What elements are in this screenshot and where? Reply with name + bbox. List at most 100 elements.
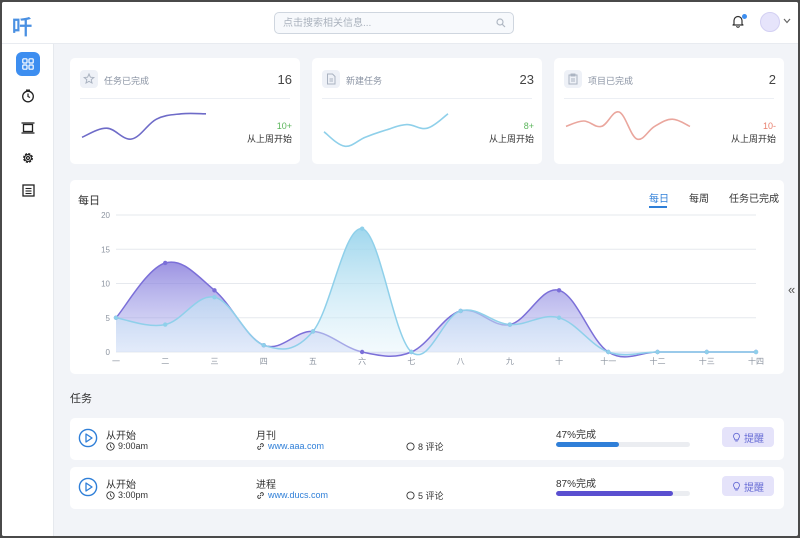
task-time: 9:00am xyxy=(106,441,148,451)
stat-value: 2 xyxy=(768,72,776,87)
data-point[interactable] xyxy=(606,349,611,355)
remind-button[interactable]: 提醒 xyxy=(722,476,774,496)
data-point[interactable] xyxy=(113,315,119,320)
clock-icon xyxy=(106,441,115,451)
task-comments[interactable]: 5 评论 xyxy=(406,489,444,502)
chart-title: 每日 xyxy=(78,195,100,207)
sidebar-item-projects[interactable] xyxy=(16,116,40,140)
data-point[interactable] xyxy=(556,288,562,293)
sidebar-item-reports[interactable] xyxy=(16,178,40,202)
lightbulb-icon xyxy=(733,432,740,442)
sparkline-chart xyxy=(323,113,449,148)
sidebar-item-dashboard[interactable] xyxy=(16,52,40,76)
sparkline-chart xyxy=(81,112,207,140)
x-tick-label: 六 xyxy=(358,356,366,366)
stat-label: 项目已完成 xyxy=(588,76,634,86)
remind-button[interactable]: 提醒 xyxy=(722,427,774,447)
series-area xyxy=(116,228,756,355)
task-time: 3:00pm xyxy=(106,490,148,500)
task-link[interactable]: www.aaa.com xyxy=(256,441,324,451)
stat-label: 任务已完成 xyxy=(104,76,150,86)
divider xyxy=(80,98,290,99)
data-point[interactable] xyxy=(359,226,365,231)
tab-completed[interactable]: 任务已完成 xyxy=(729,194,779,205)
data-point[interactable] xyxy=(359,349,365,355)
progress-label: 87%完成 xyxy=(556,479,597,490)
stat-value: 23 xyxy=(519,72,534,87)
x-tick-label: 十一 xyxy=(600,356,616,366)
data-point[interactable] xyxy=(163,322,168,327)
clock-icon xyxy=(22,89,34,103)
daily-chart-card: 每日 每日 每周 任务已完成 0 5 10 15 20 一 二 三 四 五 六 七 八 九 十 十一 十二 十三 十… xyxy=(70,180,784,374)
stat-delta: 10+ xyxy=(276,121,292,131)
tasks-section-title: 任务 xyxy=(70,393,92,405)
grid-icon xyxy=(22,58,34,70)
x-tick-label: 七 xyxy=(407,357,415,366)
data-point[interactable] xyxy=(310,329,316,334)
link-icon xyxy=(257,491,264,499)
lightbulb-icon xyxy=(733,481,740,491)
x-tick-label: 十四 xyxy=(748,356,764,366)
clipboard-icon xyxy=(568,73,578,85)
search-box[interactable] xyxy=(274,12,514,34)
play-icon[interactable] xyxy=(78,477,98,497)
collapse-panel-button[interactable]: « xyxy=(788,282,796,297)
tab-weekly[interactable]: 每周 xyxy=(689,194,709,205)
search-icon[interactable] xyxy=(496,18,506,28)
y-tick-label: 0 xyxy=(106,348,111,357)
star-icon xyxy=(83,73,95,85)
daily-area-chart: 0 5 10 15 20 一 二 三 四 五 六 七 八 九 十 十一 十二 十三 十四 xyxy=(101,211,764,366)
task-link-text[interactable]: www.ducs.com xyxy=(268,490,329,500)
clock-icon xyxy=(106,490,115,500)
y-tick-label: 10 xyxy=(101,280,110,289)
progress-fill xyxy=(556,442,619,447)
tab-daily[interactable]: 每日 xyxy=(649,194,669,205)
stat-icon-box xyxy=(80,70,98,88)
data-point[interactable] xyxy=(704,349,709,355)
chevron-down-icon[interactable] xyxy=(783,18,791,24)
avatar[interactable] xyxy=(760,12,780,32)
stat-card: 新建任务 23 8+ 从上周开始 xyxy=(312,58,542,164)
data-point[interactable] xyxy=(458,308,463,314)
y-tick-label: 5 xyxy=(106,314,111,323)
sparkline-chart xyxy=(565,111,691,141)
divider xyxy=(564,98,774,99)
app-logo[interactable]: 吀 xyxy=(12,15,32,39)
data-point[interactable] xyxy=(655,349,660,355)
task-link[interactable]: www.ducs.com xyxy=(256,490,328,500)
remind-button-label: 提醒 xyxy=(744,433,764,445)
progress-track xyxy=(556,442,690,447)
x-tick-label: 四 xyxy=(260,357,268,366)
task-link-text[interactable]: www.aaa.com xyxy=(268,441,325,451)
x-tick-label: 一 xyxy=(112,357,120,366)
x-tick-label: 五 xyxy=(309,357,317,366)
active-tab-indicator xyxy=(649,206,667,208)
notification-dot xyxy=(742,14,747,19)
data-point[interactable] xyxy=(556,315,562,320)
task-comments-text: 5 评论 xyxy=(418,491,444,501)
gear-icon xyxy=(23,153,33,163)
stat-since: 从上周开始 xyxy=(730,134,776,144)
stat-icon-box xyxy=(322,70,340,88)
comment-icon xyxy=(406,491,415,500)
task-comments-text: 8 评论 xyxy=(418,442,444,452)
data-point[interactable] xyxy=(163,260,168,266)
sparkline xyxy=(81,112,207,140)
data-point[interactable] xyxy=(212,288,217,293)
sidebar-item-settings[interactable] xyxy=(16,146,40,170)
progress-track xyxy=(556,491,690,496)
data-point[interactable] xyxy=(212,295,217,300)
play-icon[interactable] xyxy=(78,428,98,448)
divider xyxy=(322,98,532,99)
data-point[interactable] xyxy=(261,342,266,348)
sidebar-item-tasks[interactable] xyxy=(16,84,40,108)
bell-icon[interactable] xyxy=(732,15,744,28)
progress-fill xyxy=(556,491,673,496)
stat-since: 从上周开始 xyxy=(488,134,534,144)
task-comments[interactable]: 8 评论 xyxy=(406,440,444,453)
data-point[interactable] xyxy=(409,349,414,355)
data-point[interactable] xyxy=(507,322,513,327)
search-input[interactable] xyxy=(275,13,485,34)
data-point[interactable] xyxy=(753,349,759,355)
